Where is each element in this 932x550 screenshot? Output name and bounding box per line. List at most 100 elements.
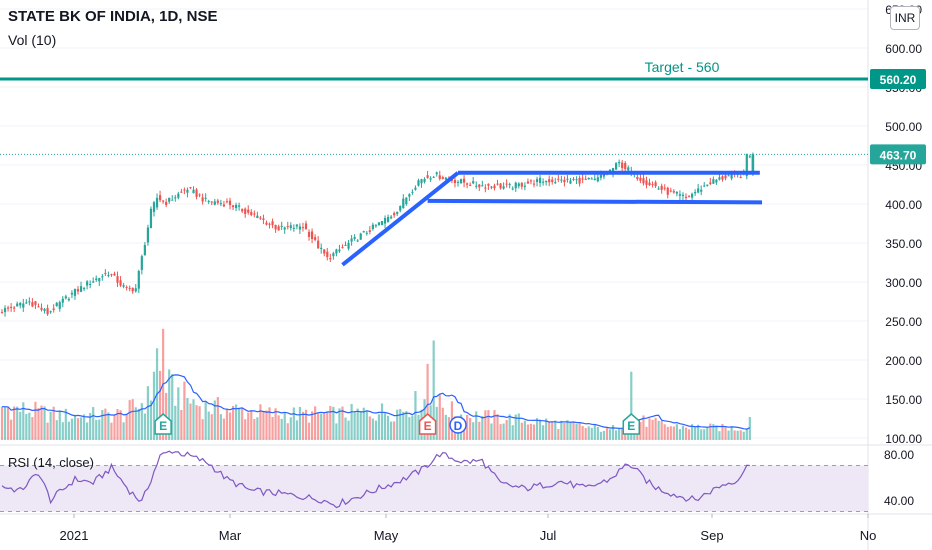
volume-bar bbox=[712, 424, 715, 440]
volume-bar bbox=[487, 410, 490, 440]
volume-bar bbox=[344, 417, 347, 440]
candle-body bbox=[350, 238, 353, 242]
volume-bar bbox=[210, 414, 213, 440]
volume-bar bbox=[399, 409, 402, 440]
volume-legend[interactable]: Vol (10) bbox=[8, 32, 57, 48]
candle-body bbox=[469, 184, 472, 186]
volume-bar bbox=[472, 422, 475, 440]
candle-body bbox=[365, 232, 368, 234]
candle-body bbox=[721, 176, 724, 180]
dividend-marker-circle bbox=[449, 416, 467, 434]
candle-body bbox=[238, 205, 241, 207]
currency-button[interactable]: INR bbox=[890, 6, 920, 30]
volume-bar bbox=[204, 401, 207, 440]
volume-bar bbox=[697, 424, 700, 440]
price-tick-label: 500.00 bbox=[885, 120, 922, 134]
volume-bar bbox=[49, 411, 52, 440]
volume-bar bbox=[244, 419, 247, 440]
volume-bar bbox=[462, 423, 466, 440]
candle-body bbox=[247, 209, 250, 213]
volume-bar bbox=[301, 411, 305, 440]
volume-bar bbox=[605, 427, 609, 440]
candle-body bbox=[31, 302, 34, 307]
candle-body bbox=[64, 296, 67, 299]
candle-body bbox=[739, 176, 742, 178]
candle-body bbox=[618, 162, 621, 164]
volume-bar bbox=[490, 423, 493, 440]
candle-body bbox=[678, 194, 682, 196]
event-marker-d[interactable]: D bbox=[449, 416, 467, 434]
event-marker-e[interactable]: E bbox=[622, 413, 641, 435]
volume-bar bbox=[247, 412, 250, 440]
volume-bar bbox=[733, 430, 736, 440]
volume-bar bbox=[380, 403, 384, 440]
candle-body bbox=[52, 308, 55, 310]
volume-bar bbox=[46, 422, 49, 440]
volume-bar bbox=[177, 387, 180, 440]
candle-body bbox=[225, 201, 229, 203]
candle-body bbox=[201, 197, 204, 202]
candle-body bbox=[79, 286, 83, 292]
last-price-tag-text: 463.70 bbox=[880, 148, 917, 162]
volume-bar bbox=[19, 411, 22, 440]
event-marker-label: D bbox=[454, 419, 463, 433]
candle-body bbox=[110, 274, 113, 276]
volume-bar bbox=[687, 429, 691, 440]
candle-body bbox=[55, 302, 58, 307]
volume-bar bbox=[189, 403, 192, 440]
candle-body bbox=[262, 218, 265, 220]
drawings-layer[interactable]: Target - 560 E E D E bbox=[0, 59, 868, 435]
candle-body bbox=[19, 302, 22, 306]
volume-bar bbox=[684, 427, 688, 440]
volume-bar bbox=[107, 412, 110, 440]
candle-body bbox=[608, 169, 612, 172]
candle-body bbox=[502, 186, 505, 189]
candle-body bbox=[356, 240, 359, 242]
candle-body bbox=[317, 240, 320, 249]
volume-bar bbox=[417, 414, 420, 440]
volume-bar bbox=[186, 398, 189, 440]
candle-body bbox=[456, 181, 460, 183]
candle-body bbox=[675, 192, 678, 194]
last-price-tag: 463.70 bbox=[870, 144, 926, 165]
candle-body bbox=[414, 187, 417, 190]
volume-bar bbox=[396, 409, 399, 440]
volume-bar bbox=[234, 404, 238, 440]
candle-body bbox=[660, 185, 663, 190]
volume-bar bbox=[602, 430, 606, 440]
candle-body bbox=[98, 278, 101, 282]
candle-body bbox=[575, 179, 578, 181]
target-price-tag-bg bbox=[870, 69, 926, 90]
volume-bar bbox=[569, 421, 572, 440]
candle-body bbox=[13, 307, 16, 309]
volume-bar bbox=[277, 415, 280, 440]
candle-body bbox=[396, 211, 399, 214]
price-tick-label: 350.00 bbox=[885, 237, 922, 251]
candle-body bbox=[22, 303, 25, 308]
target-annotation: Target - 560 bbox=[645, 59, 720, 75]
candle-body bbox=[67, 298, 70, 301]
candle-body bbox=[231, 205, 235, 208]
volume-bar bbox=[3, 406, 7, 440]
candle-body bbox=[484, 187, 487, 189]
volume-bar bbox=[140, 403, 143, 440]
volume-bar bbox=[614, 430, 618, 440]
event-marker-e[interactable]: E bbox=[154, 413, 172, 435]
volume-bar bbox=[386, 415, 390, 440]
time-tick-label: Mar bbox=[219, 528, 242, 543]
volume-bar bbox=[304, 409, 308, 440]
volume-bar bbox=[310, 411, 314, 440]
candle-body bbox=[58, 302, 61, 309]
volume-bar bbox=[563, 422, 566, 440]
event-marker-e[interactable]: E bbox=[418, 413, 437, 435]
volume-bar bbox=[587, 426, 590, 440]
volume-bar bbox=[745, 428, 748, 440]
volume-bar bbox=[13, 406, 16, 440]
volume-bar bbox=[411, 415, 414, 440]
volume-bar bbox=[10, 419, 13, 440]
symbol-title[interactable]: STATE BK OF INDIA, 1D, NSE bbox=[8, 8, 218, 25]
time-tick-label: Sep bbox=[700, 528, 723, 543]
volume-bar bbox=[317, 413, 320, 440]
volume-bar bbox=[557, 429, 560, 440]
